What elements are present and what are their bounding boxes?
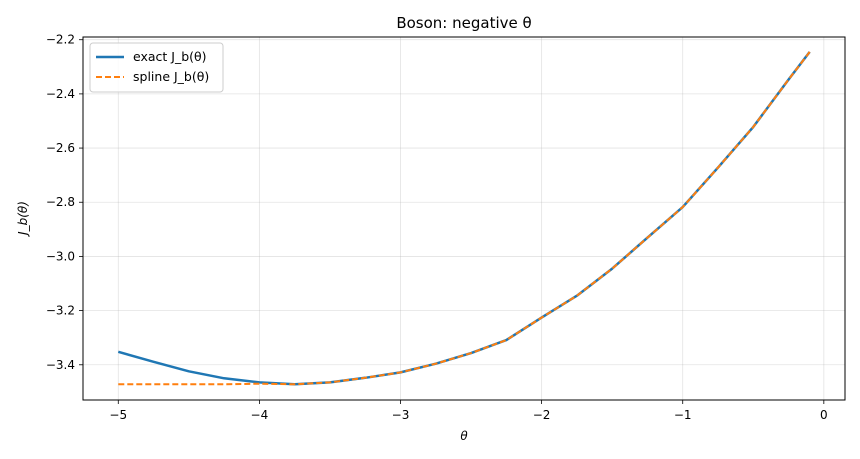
y-axis-label: J_b(θ) (16, 201, 30, 237)
y-axis-ticks: −2.2 −2.4 −2.6 −2.8 −3.0 −3.2 −3.4 (46, 33, 83, 372)
x-tick-label: −4 (251, 408, 269, 422)
y-tick-label: −3.4 (46, 358, 75, 372)
x-axis-label: θ (460, 429, 468, 443)
y-tick-label: −2.8 (46, 195, 75, 209)
x-tick-label: −5 (109, 408, 127, 422)
legend-box (89, 42, 224, 93)
legend-label-exact: exact J_b(θ) (133, 49, 207, 64)
x-tick-label: −1 (674, 408, 692, 422)
y-tick-label: −2.4 (46, 87, 75, 101)
chart-title: Boson: negative θ (396, 14, 531, 32)
y-tick-label: −2.6 (46, 141, 75, 155)
y-tick-label: −3.0 (46, 249, 75, 263)
plot-area (83, 37, 845, 400)
legend: exact J_b(θ) spline J_b(θ) (89, 42, 224, 93)
x-tick-label: −2 (533, 408, 551, 422)
legend-label-spline: spline J_b(θ) (133, 69, 209, 84)
x-tick-label: −3 (392, 408, 410, 422)
x-tick-label: 0 (820, 408, 828, 422)
grid (83, 37, 845, 400)
x-axis-ticks: −5 −4 −3 −2 −1 0 (109, 400, 828, 422)
y-tick-label: −3.2 (46, 304, 75, 318)
plot-frame (82, 36, 846, 401)
series-layer (117, 51, 811, 386)
y-tick-label: −2.2 (46, 33, 75, 47)
series-line-spline (118, 51, 811, 386)
